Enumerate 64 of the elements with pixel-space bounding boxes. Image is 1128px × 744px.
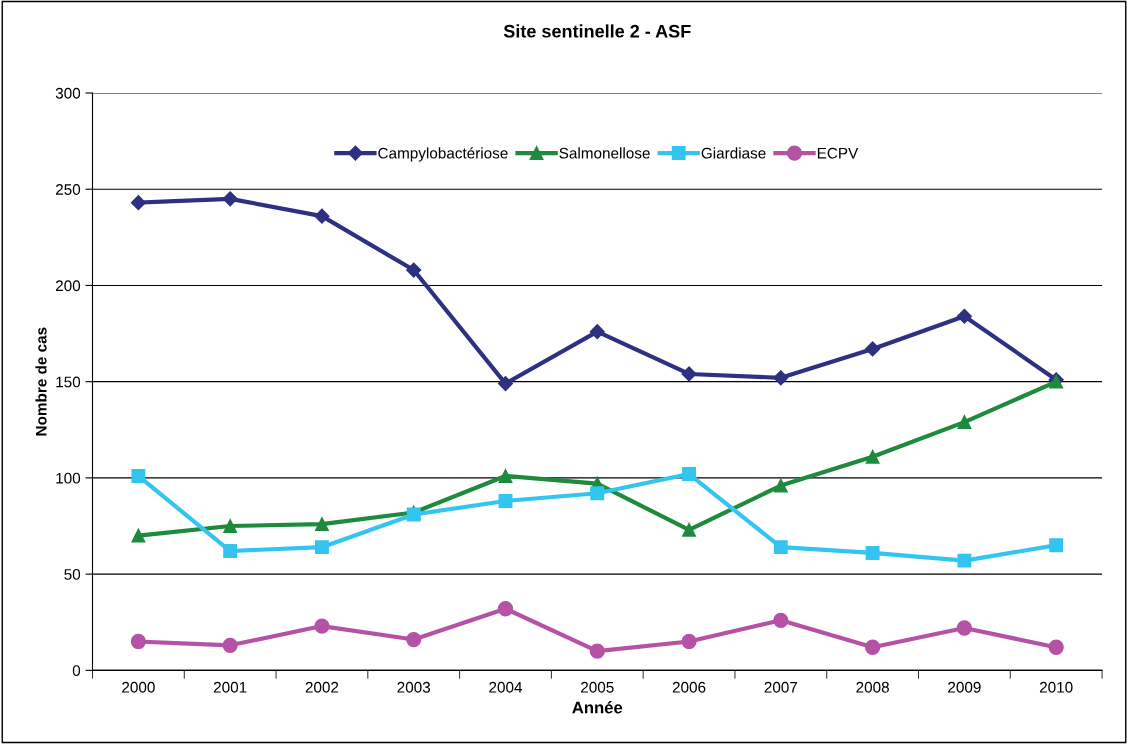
point	[682, 467, 696, 481]
x-tick-label: 2003	[397, 681, 431, 693]
point	[773, 540, 788, 555]
x-tick-label: 2007	[764, 681, 798, 693]
legend-label: Salmonellose	[559, 147, 650, 159]
point	[497, 376, 514, 392]
point	[314, 618, 330, 634]
point	[957, 415, 972, 430]
y-tick-label: 50	[64, 568, 81, 580]
y-tick-label: 200	[55, 280, 81, 292]
y-tick-label: 250	[55, 184, 81, 195]
point	[406, 262, 422, 278]
point	[681, 633, 697, 650]
point	[1048, 639, 1064, 655]
point	[223, 519, 238, 533]
legend-label: Giardiase	[701, 147, 766, 159]
point	[498, 494, 513, 508]
point	[223, 544, 238, 558]
point	[130, 633, 147, 650]
x-tick-label: 2010	[1039, 681, 1073, 693]
point	[773, 478, 788, 493]
point	[497, 601, 514, 617]
point	[590, 486, 605, 501]
legend-label: ECPV	[817, 147, 859, 159]
point	[956, 308, 972, 324]
chart-title: Site sentinelle 2 - ASF	[503, 24, 691, 38]
point	[222, 637, 238, 653]
point	[498, 469, 513, 483]
y-tick-label: 300	[55, 87, 81, 99]
point	[865, 546, 880, 560]
point	[773, 612, 789, 628]
point	[865, 341, 881, 357]
x-tick-label: 2006	[672, 681, 706, 693]
x-tick-label: 2000	[122, 681, 155, 693]
x-tick-label: 2005	[581, 681, 614, 693]
x-tick-label: 2002	[305, 681, 339, 693]
point	[130, 195, 146, 211]
point	[682, 522, 696, 537]
x-tick-label: 2008	[856, 681, 889, 693]
y-axis-title: Nombre de cas	[35, 327, 47, 436]
point	[956, 620, 973, 636]
y-tick-label: 150	[56, 376, 81, 388]
legend-label: Campylobactériose	[378, 147, 508, 162]
point	[222, 191, 238, 207]
x-tick-label: 2009	[948, 681, 981, 693]
point	[773, 370, 789, 386]
point	[131, 528, 146, 543]
point	[865, 449, 880, 464]
point	[1049, 538, 1064, 553]
y-tick-label: 0	[72, 665, 81, 677]
x-tick-label: 2004	[489, 681, 523, 693]
point	[406, 631, 422, 648]
point	[864, 639, 881, 655]
point	[314, 540, 329, 555]
x-tick-label: 2001	[213, 681, 247, 693]
point	[589, 643, 605, 659]
point	[314, 517, 329, 532]
point	[957, 553, 972, 568]
point	[314, 208, 330, 224]
point	[131, 469, 146, 483]
point	[589, 324, 605, 340]
x-axis-title: Année	[572, 701, 623, 714]
point	[681, 366, 697, 382]
y-tick-label: 100	[56, 472, 81, 484]
